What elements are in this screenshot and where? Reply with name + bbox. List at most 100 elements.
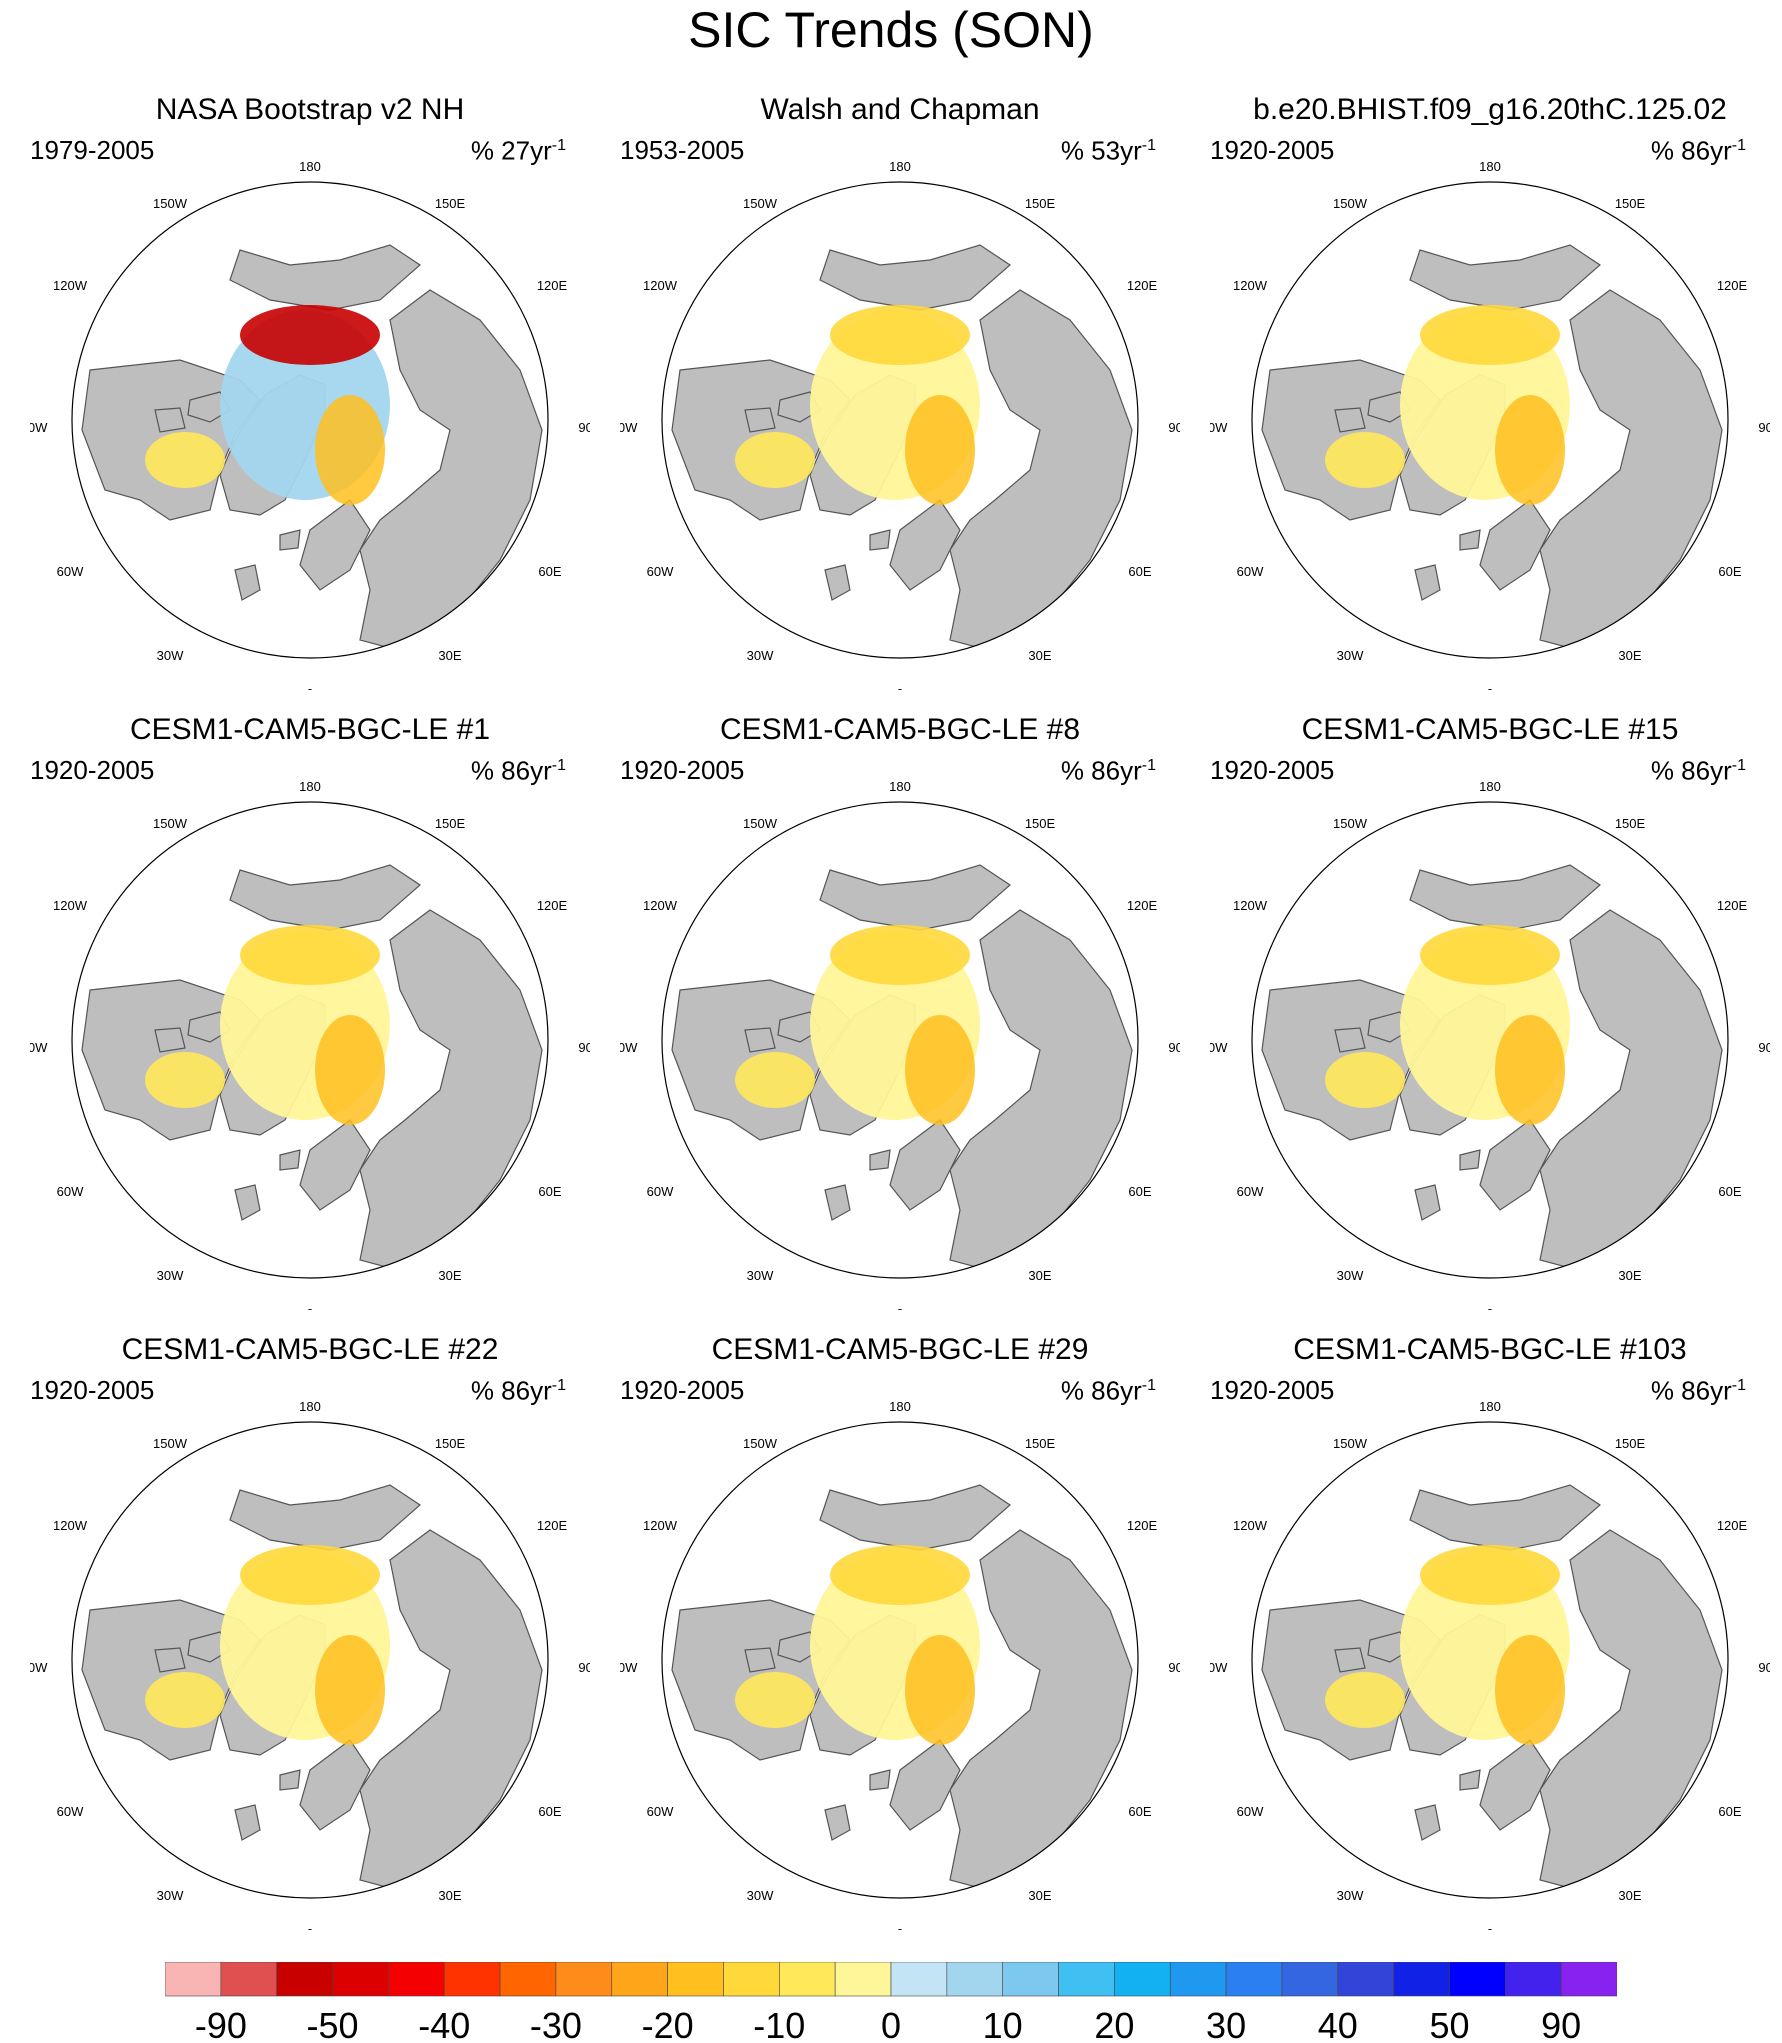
land-mass (359, 1529, 543, 1889)
land-mass (1334, 1647, 1366, 1673)
sea-ice-trend-field (905, 395, 975, 505)
panel-years: 1920-2005 (620, 755, 745, 785)
land-mass (279, 1769, 301, 1791)
panel-title: Walsh and Chapman (760, 93, 1040, 126)
map-boundary (661, 1421, 1139, 1899)
longitude-label: 60W (1237, 564, 1264, 579)
sea-ice-trend-field (1325, 1052, 1405, 1108)
longitude-label: 120W (643, 278, 678, 293)
sea-ice-trend-field (145, 432, 225, 488)
colorbar-swatch (220, 1962, 277, 1997)
longitude-label: 30E (1618, 1888, 1641, 1903)
colorbar-swatch (1560, 1962, 1617, 1997)
longitude-label: 60W (1237, 1804, 1264, 1819)
longitude-label: 120W (53, 278, 88, 293)
land-mass (824, 1184, 851, 1221)
sea-ice-trend-field (830, 305, 970, 365)
longitude-label: 60E (1718, 1804, 1741, 1819)
land-mass (279, 529, 301, 551)
colorbar-label: -40 (418, 2005, 470, 2043)
longitude-label: 30E (1028, 1888, 1051, 1903)
longitude-label: 180 (889, 159, 911, 174)
longitude-label: 150E (1025, 816, 1056, 831)
land-mass (359, 289, 543, 649)
map-panel: CESM1-CAM5-BGC-LE #15 1920-2005% 86yr-1 18… (1210, 710, 1770, 1310)
colorbar-label: 10 (983, 2005, 1023, 2043)
longitude-label: 120W (53, 1518, 88, 1533)
panel-rate: % 86yr-1 (1650, 755, 1746, 786)
longitude-label: 30W (747, 1268, 774, 1283)
colorbar-swatch (834, 1962, 892, 1997)
sea-ice-trend-field (145, 1052, 225, 1108)
longitude-label: 30W (1337, 1888, 1364, 1903)
land-mass (1367, 391, 1411, 423)
map-panel: CESM1-CAM5-BGC-LE #8 1920-2005% 86yr-1 180… (620, 710, 1180, 1310)
longitude-label: 60W (647, 1804, 674, 1819)
longitude-label: 60E (1128, 564, 1151, 579)
colorbar-swatch (946, 1962, 1003, 1997)
longitude-label: 90W (30, 1660, 48, 1675)
land-mass (869, 1769, 891, 1791)
map-boundary (661, 801, 1139, 1279)
longitude-label: 150W (743, 1436, 778, 1451)
land-mass (154, 407, 186, 433)
polar-map: 180 150E 120E 90E 60E 30E 0 30W 60W 90W 120W 150W (30, 779, 590, 1310)
longitude-label: 60E (1718, 1184, 1741, 1199)
land-mass (744, 1647, 776, 1673)
sea-ice-trend-field (1420, 305, 1560, 365)
colorbar-label: 0 (881, 2005, 901, 2043)
longitude-label: 30W (157, 648, 184, 663)
colorbar-swatch (165, 1962, 222, 1997)
longitude-label: 90W (1210, 420, 1228, 435)
map-panel: NASA Bootstrap v2 NH 1979-2005% 27yr-1 180… (30, 90, 590, 690)
longitude-label: 60E (1718, 564, 1741, 579)
land-mass (1367, 1011, 1411, 1043)
colorbar-swatch (1281, 1962, 1339, 1997)
land-mass (744, 1027, 776, 1053)
panel-rate: % 27yr-1 (470, 135, 566, 166)
longitude-label: 30E (1028, 1268, 1051, 1283)
sea-ice-trend-field (1495, 395, 1565, 505)
map-boundary (1251, 1421, 1729, 1899)
longitude-label: 150W (1333, 816, 1368, 831)
sea-ice-trend-field (1420, 1545, 1560, 1605)
polar-map: 180 150E 120E 90E 60E 30E 0 30W 60W 90W 120W 150W (1210, 779, 1770, 1310)
colorbar-label: 90 (1541, 2005, 1581, 2043)
longitude-label: 0 (896, 1926, 903, 1930)
land-mass (1539, 909, 1723, 1269)
land-mass (187, 391, 231, 423)
panel-title: NASA Bootstrap v2 NH (155, 93, 465, 126)
sea-ice-trend-field (240, 1545, 380, 1605)
longitude-label: 90E (1758, 1660, 1770, 1675)
longitude-label: 120E (1717, 278, 1748, 293)
land-mass (154, 1647, 186, 1673)
panel-years: 1920-2005 (1210, 135, 1335, 165)
colorbar-swatch (611, 1962, 668, 1997)
longitude-label: 30W (157, 1888, 184, 1903)
panel-years: 1920-2005 (1210, 1375, 1335, 1405)
longitude-label: 90E (1168, 1040, 1180, 1055)
panel-years: 1979-2005 (30, 135, 155, 165)
sea-ice-trend-field (1495, 1015, 1565, 1125)
longitude-label: 60E (538, 564, 561, 579)
polar-map: 180 150E 120E 90E 60E 30E 0 30W 60W 90W 120W 150W (1210, 159, 1770, 690)
sea-ice-trend-field (735, 432, 815, 488)
longitude-label: 90W (620, 1660, 638, 1675)
sea-ice-trend-field (315, 395, 385, 505)
longitude-label: 0 (896, 686, 903, 690)
longitude-label: 0 (306, 686, 313, 690)
longitude-label: 180 (299, 1399, 321, 1414)
polar-map: 180 150E 120E 90E 60E 30E 0 30W 60W 90W 120W 150W (1210, 1399, 1770, 1930)
panel-years: 1953-2005 (620, 135, 745, 165)
map-boundary (71, 1421, 549, 1899)
longitude-label: 60E (538, 1804, 561, 1819)
panel-rate: % 86yr-1 (1060, 755, 1156, 786)
panel-title: CESM1-CAM5-BGC-LE #15 (1301, 713, 1679, 746)
longitude-label: 30E (1028, 648, 1051, 663)
longitude-label: 60E (1128, 1804, 1151, 1819)
longitude-label: 90W (30, 420, 48, 435)
land-mass (1459, 1149, 1481, 1171)
sea-ice-trend-field (1420, 925, 1560, 985)
map-boundary (1251, 801, 1729, 1279)
colorbar-swatch (1058, 1962, 1115, 1997)
